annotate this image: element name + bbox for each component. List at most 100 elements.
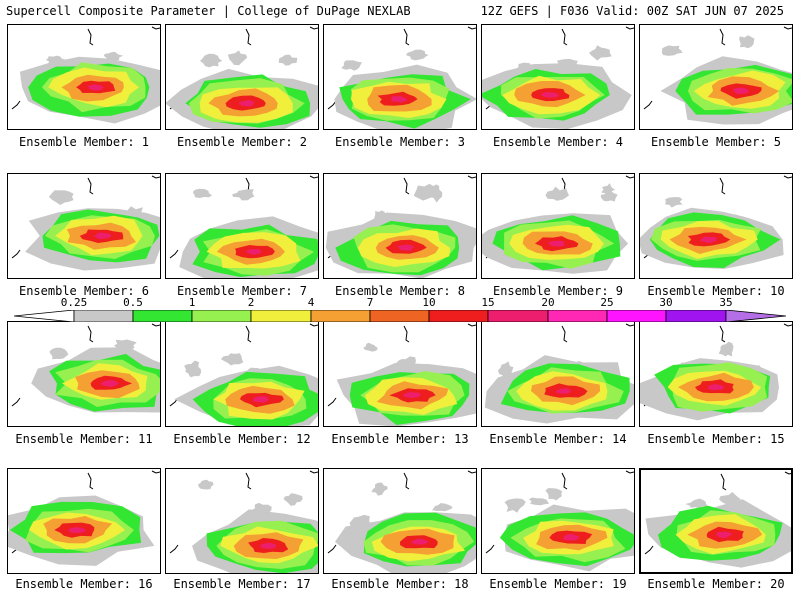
colorbar-tick-label: 7 [366,296,374,309]
scp-contour-fill [685,498,709,509]
member-label: Ensemble Member: 10 [647,284,785,298]
scp-contour-fill [661,45,683,56]
ensemble-panel [7,173,161,279]
ensemble-panel [481,321,635,427]
member-label: Ensemble Member: 3 [334,135,466,149]
scp-contour-fill [432,503,453,512]
boundary-outline [151,470,160,474]
ensemble-map [11,175,160,271]
colorbar-segment [73,310,134,322]
ensemble-panel [323,24,477,130]
coastline-outline [643,100,653,110]
colorbar-segment [487,310,549,322]
ensemble-panel [639,173,793,279]
colorbar-tick-label: 0.25 [60,296,88,309]
lake-outline [403,472,410,490]
colorbar [13,310,787,322]
member-label: Ensemble Member: 19 [489,577,627,591]
boundary-outline [151,175,160,179]
ensemble-map [169,470,318,573]
colorbar-segment [13,310,75,322]
scp-contour-fill [555,388,571,394]
boundary-outline [784,471,791,475]
colorbar-segment [606,310,667,322]
ensemble-panel [7,468,161,574]
lake-outline [245,325,252,343]
coastline-outline [644,545,654,555]
ensemble-map [327,323,476,426]
lake-outline [87,325,94,343]
ensemble-map [482,26,634,129]
colorbar-segment [665,310,727,322]
scp-contour-fill [391,96,407,103]
member-label: Ensemble Member: 2 [176,135,308,149]
boundary-outline [625,26,634,30]
lake-outline [719,177,726,195]
colorbar-segment [428,310,489,322]
member-label: Ensemble Member: 20 [647,577,785,591]
colorbar-segment [310,310,371,322]
ensemble-panel [7,321,161,427]
scp-contour-fill [700,236,717,243]
boundary-outline [151,323,160,327]
scp-contour-fill [716,531,732,538]
scp-contour-fill [718,341,734,357]
ensemble-panel [165,173,319,279]
boundary-outline [467,175,476,179]
lake-outline [87,472,94,490]
scp-contour-fill [283,493,303,506]
member-label: Ensemble Member: 6 [18,284,150,298]
member-label: Ensemble Member: 9 [492,284,624,298]
ensemble-panel [639,321,793,427]
run-info: 12Z GEFS | F036 Valid: 00Z SAT JUN 07 20… [480,4,784,18]
scp-contour-fill [548,240,566,247]
colorbar-segment [132,310,193,322]
scp-contour-fill [545,186,569,201]
ensemble-map [643,26,792,125]
scp-contour-fill [260,542,277,549]
scp-contour-fill [48,190,74,205]
ensemble-panel [323,468,477,574]
lake-outline [245,28,252,46]
boundary-outline [309,470,318,474]
ensemble-map [484,323,634,424]
lake-outline [403,325,410,343]
colorbar-segment [725,310,787,322]
lake-outline [561,28,568,46]
scp-contour-fill [398,244,414,251]
coastline-outline [11,397,21,407]
scp-contour-fill [87,84,105,91]
scp-contour-fill [363,342,378,352]
scp-contour-fill [253,396,269,403]
scp-contour-fill [193,188,213,198]
lake-outline [245,472,252,490]
member-label: Ensemble Member: 17 [173,577,311,591]
member-label: Ensemble Member: 11 [15,432,153,446]
coastline-outline [11,100,21,110]
scp-contour-fill [220,353,244,366]
colorbar-tick-label: 20 [541,296,555,309]
scp-contour-fill [278,54,298,66]
ensemble-map [327,470,476,573]
scp-contour-fill [198,479,214,490]
ensemble-map [327,26,476,129]
scp-contour-fill [504,498,526,513]
boundary-outline [467,323,476,327]
ensemble-panel [639,468,793,574]
member-label: Ensemble Member: 18 [331,577,469,591]
header: Supercell Composite Parameter | College … [0,0,800,22]
coastline-outline [169,249,179,259]
ensemble-panel [481,468,635,574]
coastline-outline [485,544,495,554]
scp-contour-fill [406,49,429,61]
boundary-outline [625,323,634,327]
boundary-outline [467,470,476,474]
scp-contour-fill [403,391,422,398]
member-label: Ensemble Member: 14 [489,432,627,446]
scp-contour-fill [93,232,112,239]
ensemble-map [8,470,160,566]
ensemble-map [169,323,318,426]
ensemble-panel [323,321,477,427]
ensemble-map [485,470,634,572]
ensemble-panel [481,24,635,130]
